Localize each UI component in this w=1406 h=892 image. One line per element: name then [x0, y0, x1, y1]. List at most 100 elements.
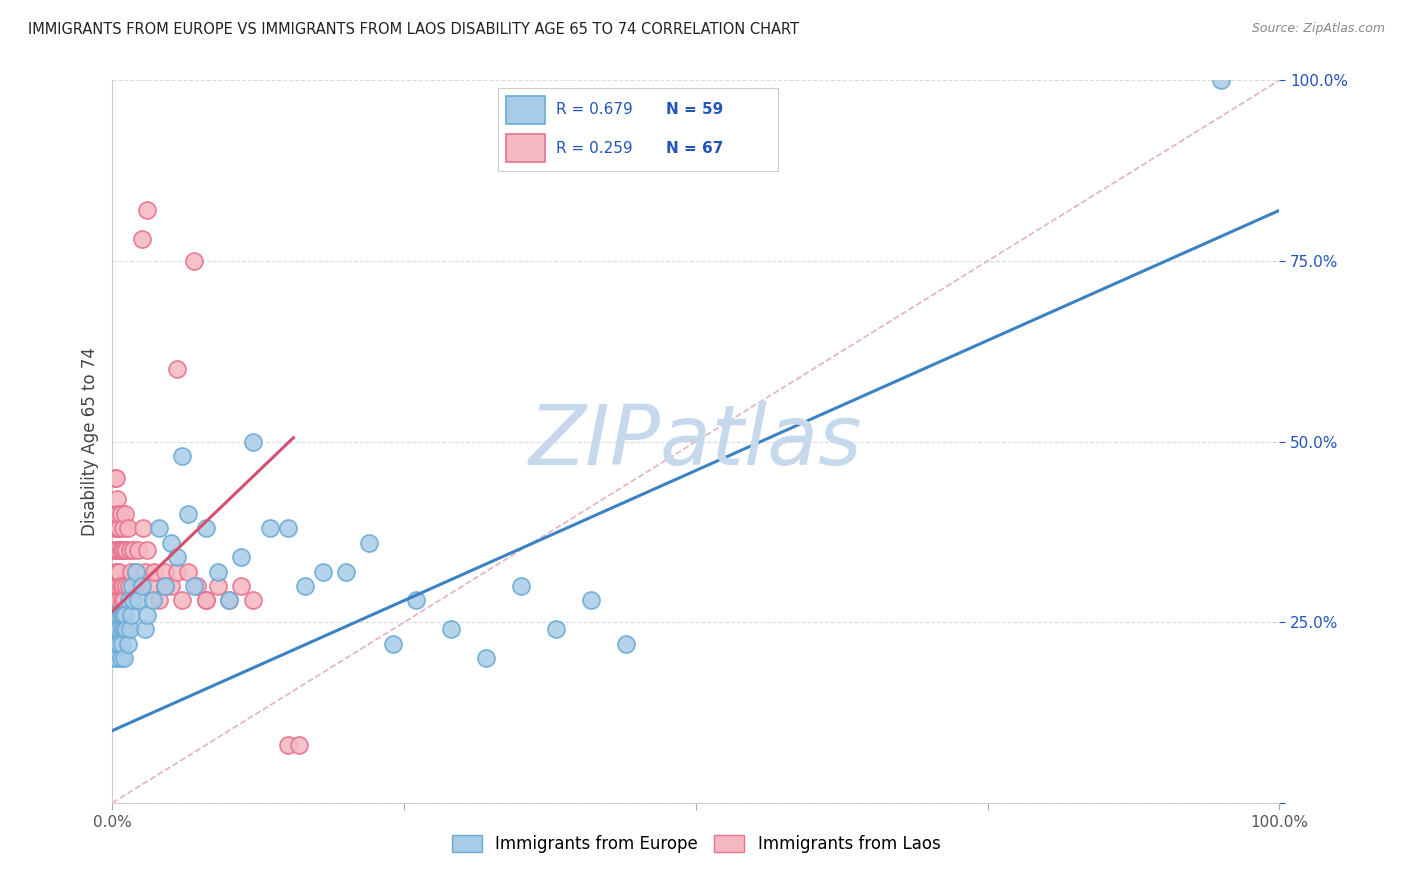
Point [112, 623, 135, 637]
Point [122, 542, 145, 557]
Point [110, 542, 132, 557]
Point [125, 565, 148, 579]
Point [105, 565, 128, 579]
Point [229, 579, 252, 593]
Point [294, 579, 316, 593]
Point [111, 593, 134, 607]
Point [114, 607, 136, 622]
Point [120, 607, 142, 622]
Point [177, 507, 200, 521]
Point [107, 507, 129, 521]
Point [108, 565, 131, 579]
Point [259, 521, 281, 535]
Point [104, 565, 127, 579]
Point [129, 579, 152, 593]
Point [148, 593, 170, 607]
Point [103, 651, 125, 665]
Point [117, 637, 139, 651]
Legend: Immigrants from Europe, Immigrants from Laos: Immigrants from Europe, Immigrants from … [444, 828, 948, 860]
Point [103, 507, 125, 521]
Point [104, 470, 127, 484]
Point [148, 521, 170, 535]
Point [122, 593, 145, 607]
Point [111, 579, 134, 593]
Point [112, 651, 135, 665]
Point [104, 637, 127, 651]
Point [229, 550, 252, 565]
Point [107, 542, 129, 557]
Point [108, 637, 131, 651]
Point [544, 623, 567, 637]
Point [115, 579, 138, 593]
Point [117, 521, 139, 535]
Point [335, 565, 357, 579]
Point [242, 593, 264, 607]
Point [118, 579, 141, 593]
Point [475, 651, 498, 665]
Point [136, 607, 159, 622]
Point [153, 579, 176, 593]
Point [107, 637, 129, 651]
Point [112, 593, 135, 607]
Point [127, 593, 149, 607]
Point [207, 565, 229, 579]
Point [440, 623, 463, 637]
Point [142, 593, 165, 607]
Point [134, 565, 156, 579]
Point [131, 232, 153, 246]
Point [276, 738, 298, 752]
Point [311, 565, 333, 579]
Point [177, 565, 200, 579]
Point [118, 593, 141, 607]
Point [105, 521, 128, 535]
Point [111, 637, 134, 651]
Point [105, 623, 128, 637]
Point [153, 565, 176, 579]
Point [121, 579, 143, 593]
Point [186, 579, 208, 593]
Point [105, 593, 128, 607]
Point [115, 542, 138, 557]
Point [207, 579, 229, 593]
Point [107, 607, 129, 622]
Point [143, 565, 166, 579]
Point [136, 542, 159, 557]
Point [134, 623, 156, 637]
Point [105, 651, 128, 665]
Point [136, 203, 159, 218]
Point [218, 593, 240, 607]
Point [104, 507, 127, 521]
Text: IMMIGRANTS FROM EUROPE VS IMMIGRANTS FROM LAOS DISABILITY AGE 65 TO 74 CORRELATI: IMMIGRANTS FROM EUROPE VS IMMIGRANTS FRO… [28, 22, 799, 37]
Point [108, 521, 131, 535]
Point [107, 579, 129, 593]
Point [131, 579, 153, 593]
Point [108, 593, 131, 607]
Point [132, 521, 155, 535]
Point [405, 593, 427, 607]
Point [125, 565, 148, 579]
Point [166, 362, 188, 376]
Point [104, 521, 127, 535]
Point [110, 607, 132, 622]
Point [121, 593, 143, 607]
Point [172, 449, 194, 463]
Point [160, 579, 183, 593]
Point [120, 565, 142, 579]
Point [614, 637, 637, 651]
Point [288, 738, 311, 752]
Point [110, 579, 132, 593]
Point [118, 542, 141, 557]
Point [111, 521, 134, 535]
Point [509, 579, 531, 593]
Point [172, 593, 194, 607]
Point [127, 542, 149, 557]
Point [112, 542, 135, 557]
Point [103, 579, 125, 593]
Point [104, 623, 127, 637]
Point [359, 535, 381, 549]
Point [104, 470, 127, 484]
Point [183, 579, 205, 593]
Point [194, 521, 217, 535]
Point [166, 565, 188, 579]
Point [194, 593, 217, 607]
